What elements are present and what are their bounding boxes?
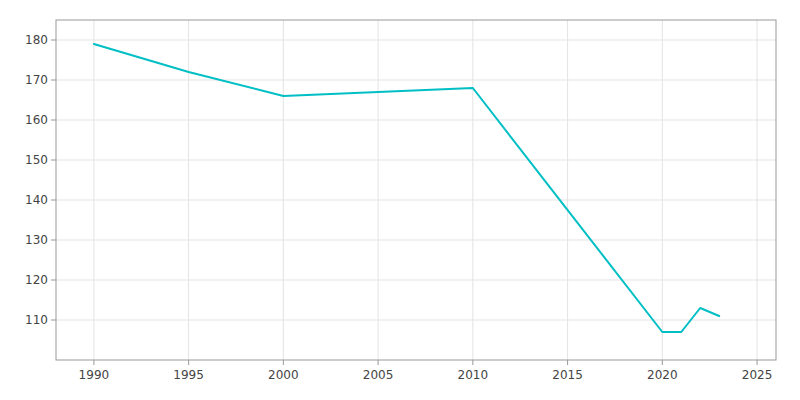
x-grid-line: [283, 20, 284, 360]
y-tick-label: 140: [25, 193, 48, 207]
plot-area: [94, 44, 719, 332]
data-line: [94, 44, 719, 332]
x-grid-line: [662, 20, 663, 360]
x-grid-line: [567, 20, 568, 360]
x-tick-label: 2005: [363, 368, 394, 382]
x-tick: [188, 360, 189, 365]
y-tick: [51, 40, 56, 41]
chart-svg: 1990 1995 2000 2005 2010 2015 2020 2025 110 120 13…: [0, 0, 800, 400]
x-tick-label: 2000: [268, 368, 299, 382]
x-tick-label: 1990: [79, 368, 110, 382]
x-tick: [567, 360, 568, 365]
y-grid-line: [56, 160, 776, 161]
x-tick-label: 2010: [458, 368, 489, 382]
y-tick-label: 160: [25, 113, 48, 127]
y-grid-line: [56, 240, 776, 241]
axes: 1990 1995 2000 2005 2010 2015 2020 2025 110 120 13…: [25, 33, 772, 382]
grid: [56, 20, 776, 360]
x-tick: [283, 360, 284, 365]
x-grid-line: [93, 20, 94, 360]
y-tick-label: 120: [25, 273, 48, 287]
x-grid-line: [378, 20, 379, 360]
y-tick: [51, 80, 56, 81]
y-grid-line: [56, 80, 776, 81]
y-grid-line: [56, 200, 776, 201]
y-grid-line: [56, 280, 776, 281]
y-tick: [51, 160, 56, 161]
y-tick-label: 170: [25, 73, 48, 87]
x-tick-label: 1995: [173, 368, 204, 382]
y-tick-label: 180: [25, 33, 48, 47]
y-tick-label: 150: [25, 153, 48, 167]
y-grid-line: [56, 40, 776, 41]
x-tick: [93, 360, 94, 365]
chart-container: 1990 1995 2000 2005 2010 2015 2020 2025 110 120 13…: [0, 0, 800, 400]
x-tick-label: 2020: [647, 368, 678, 382]
x-tick-label: 2015: [552, 368, 583, 382]
x-tick: [662, 360, 663, 365]
y-tick: [51, 320, 56, 321]
y-tick-label: 130: [25, 233, 48, 247]
y-grid-line: [56, 120, 776, 121]
y-tick: [51, 200, 56, 201]
y-grid-line: [56, 320, 776, 321]
y-tick: [51, 120, 56, 121]
y-tick: [51, 280, 56, 281]
x-tick-label: 2025: [742, 368, 773, 382]
x-tick: [378, 360, 379, 365]
y-tick-label: 110: [25, 313, 48, 327]
y-tick: [51, 240, 56, 241]
x-grid-line: [757, 20, 758, 360]
plot-frame: [56, 20, 776, 360]
x-tick: [757, 360, 758, 365]
x-tick: [472, 360, 473, 365]
x-grid-line: [472, 20, 473, 360]
